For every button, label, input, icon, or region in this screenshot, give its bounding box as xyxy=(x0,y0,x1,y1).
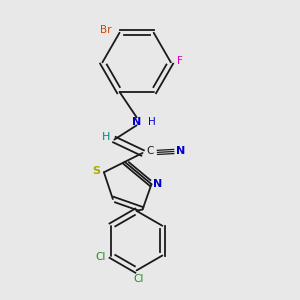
Text: N: N xyxy=(176,146,185,157)
Text: C: C xyxy=(146,146,154,157)
Text: F: F xyxy=(177,56,183,66)
Text: S: S xyxy=(92,166,100,176)
Text: Br: Br xyxy=(100,25,112,35)
Text: H: H xyxy=(102,132,110,142)
Text: H: H xyxy=(148,117,155,127)
Text: N: N xyxy=(153,178,163,189)
Text: Cl: Cl xyxy=(95,252,106,262)
Text: N: N xyxy=(132,117,141,127)
Text: Cl: Cl xyxy=(134,274,144,284)
